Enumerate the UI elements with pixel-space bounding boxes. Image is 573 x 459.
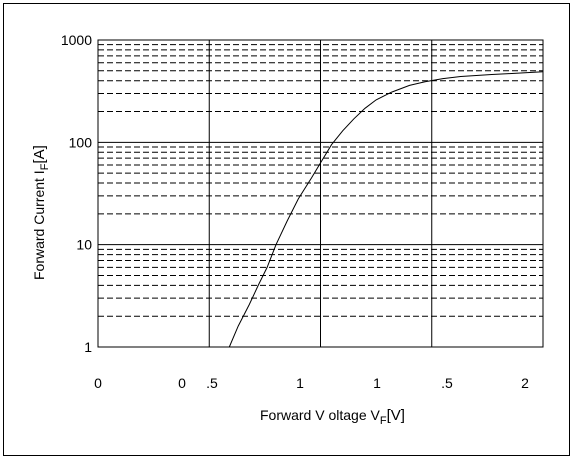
- x-tick-label: 2: [521, 375, 529, 391]
- y-tick-label: 1: [84, 339, 92, 355]
- chart-frame: [3, 3, 570, 456]
- x-tick-label: .5: [206, 375, 218, 391]
- y-tick-label: 100: [69, 134, 93, 150]
- y-tick-label: 1000: [61, 32, 92, 48]
- grid: [98, 40, 543, 347]
- y-tick-labels: 1 10 100 1000: [61, 32, 92, 355]
- x-tick-label: 1: [296, 375, 304, 391]
- x-axis-label: Forward V oltage VF[V]: [260, 407, 405, 427]
- x-tick-labels: 0 0 .5 1 1 .5 2: [94, 375, 529, 391]
- x-tick-label: .5: [441, 375, 453, 391]
- plot-area: [97, 39, 544, 348]
- y-tick-label: 10: [76, 237, 92, 253]
- x-tick-label: 1: [373, 375, 381, 391]
- y-axis-label: Forward Current IF[A]: [31, 145, 51, 280]
- x-tick-label: 0: [94, 375, 102, 391]
- series-line: [228, 71, 544, 348]
- x-tick-label: 0: [178, 375, 186, 391]
